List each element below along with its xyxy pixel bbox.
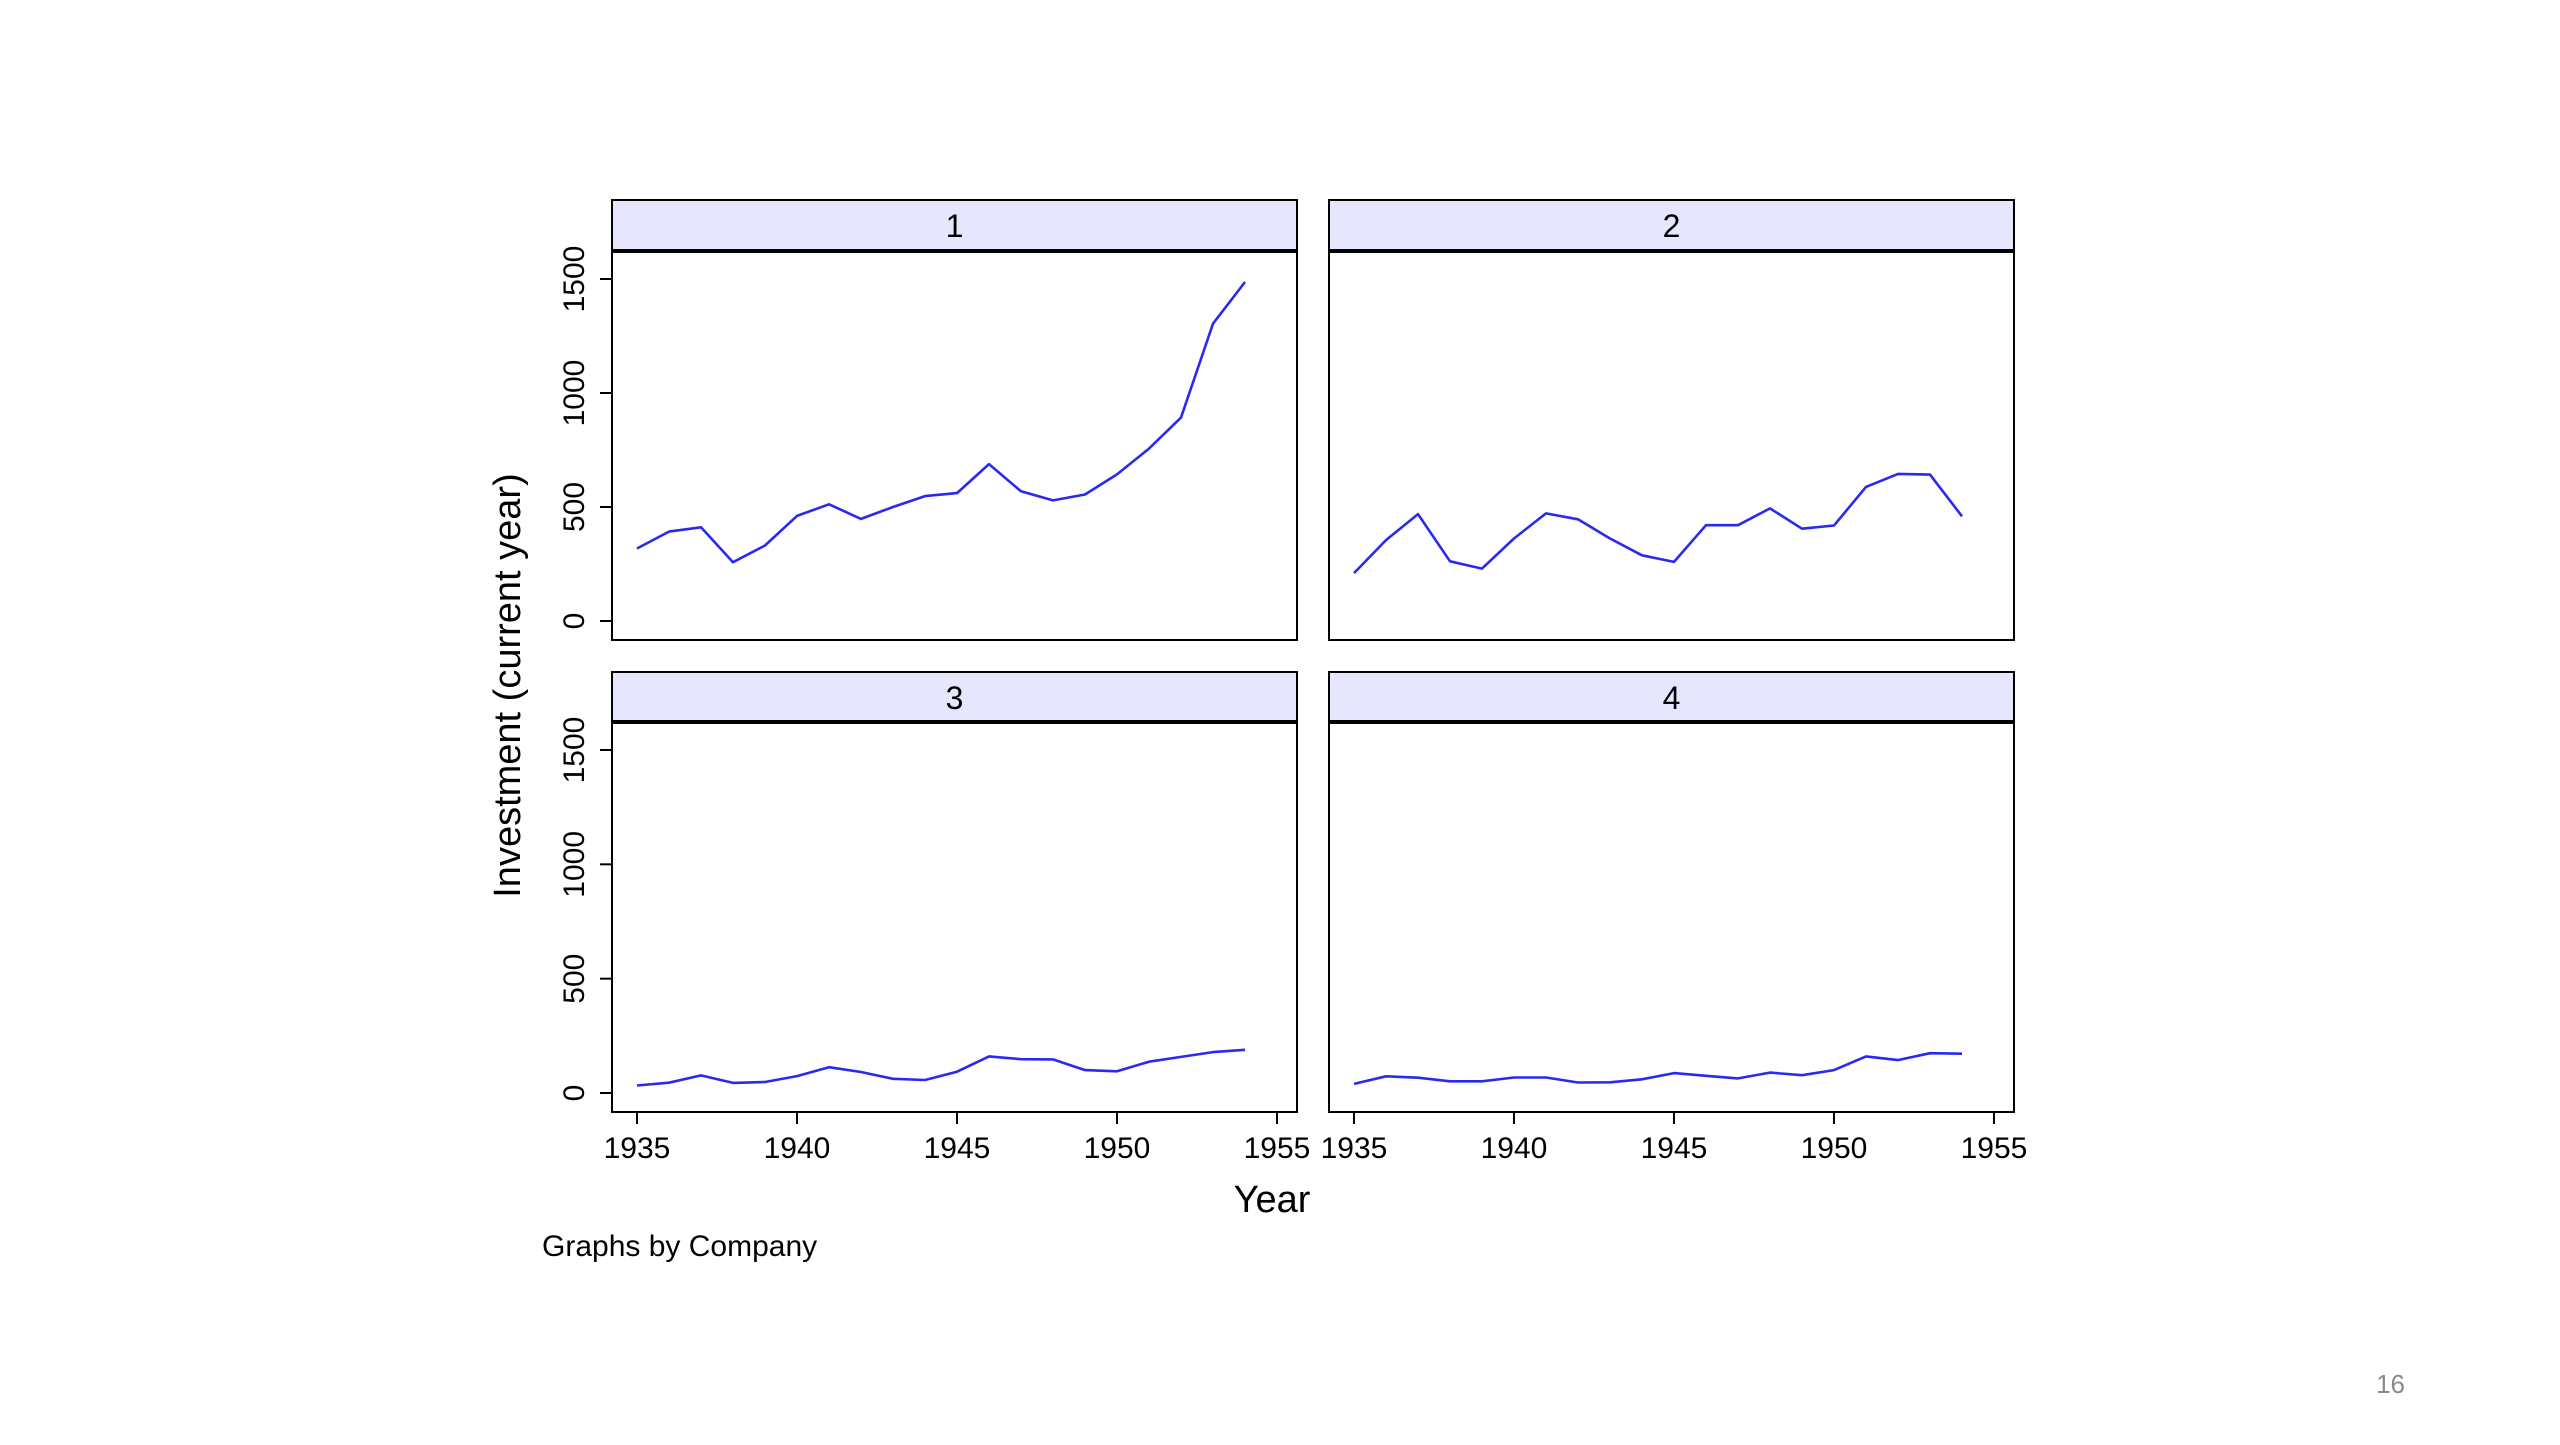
plot-frame <box>1328 721 2015 1113</box>
x-tick-label: 1935 <box>604 1132 671 1165</box>
x-axis-title: Year <box>1234 1179 1311 1221</box>
y-tick-label: 1000 <box>558 831 591 898</box>
series-line-3 <box>636 1048 1246 1087</box>
y-tick-label: 0 <box>558 613 591 630</box>
y-tick-label: 1500 <box>558 246 591 313</box>
x-tick-label: 1940 <box>764 1132 831 1165</box>
x-tick-label: 1955 <box>1961 1132 2028 1165</box>
panel-title: 2 <box>1663 208 1681 244</box>
panel-strip <box>611 671 1298 723</box>
y-tick-label: 500 <box>558 954 591 1004</box>
plot-frame <box>611 250 1298 641</box>
y-tick-label: 1500 <box>558 717 591 784</box>
x-tick-label: 1945 <box>1641 1132 1708 1165</box>
panel-title: 1 <box>946 208 964 244</box>
panel-strip <box>1328 199 2015 252</box>
series-line-4 <box>1353 1051 1963 1086</box>
x-tick-label: 1945 <box>924 1132 991 1165</box>
chart-note: Graphs by Company <box>542 1230 817 1263</box>
panel-strip <box>1328 671 2015 723</box>
panel-title: 3 <box>946 680 964 716</box>
series-line-2 <box>1353 472 1964 575</box>
panel-title: 4 <box>1663 680 1681 716</box>
x-tick-label: 1940 <box>1481 1132 1548 1165</box>
x-tick-label: 1950 <box>1801 1132 1868 1165</box>
y-tick-label: 1000 <box>558 360 591 427</box>
plot-frame <box>611 721 1298 1113</box>
panel-strip <box>611 199 1298 252</box>
plot-frame <box>1328 250 2015 641</box>
x-tick-label: 1955 <box>1244 1132 1311 1165</box>
y-tick-label: 500 <box>558 482 591 532</box>
page-number: 16 <box>2376 1369 2405 1399</box>
y-axis-title: Investment (current year) <box>487 473 529 897</box>
x-tick-label: 1935 <box>1321 1132 1388 1165</box>
x-tick-label: 1950 <box>1084 1132 1151 1165</box>
y-tick-label: 0 <box>558 1085 591 1102</box>
series-line-1 <box>636 281 1247 564</box>
